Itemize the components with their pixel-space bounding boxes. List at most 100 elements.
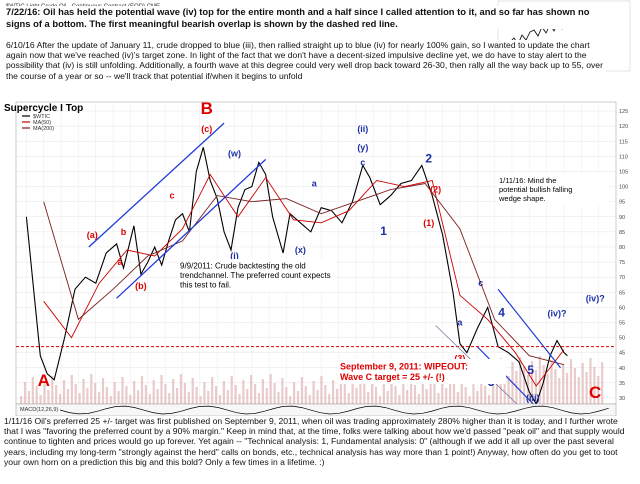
trendchannel-callout-line: trendchannel. The preferred count expect… [180,271,331,280]
volume-bar [390,377,393,404]
volume-bar [468,396,471,404]
volume-bar [242,380,245,404]
volume-bar [569,359,573,404]
wave-label: (iv)? [586,293,605,303]
volume-bar [176,388,179,404]
volume-bar [218,395,222,404]
volume-bar [601,362,604,404]
volume-bar [137,390,140,404]
volume-bar [546,374,549,404]
volume-bar [339,375,342,404]
volume-bar [464,387,467,404]
wave-label: c [360,157,365,167]
volume-bar [300,377,303,404]
volume-bar [394,386,397,404]
volume-bar [460,378,463,404]
volume-bar [23,382,27,404]
wave-label: 4 [498,305,505,319]
wave-label: (c) [201,124,212,134]
wave-label: a [118,257,124,267]
volume-bar [51,376,54,404]
y-tick-label: 100 [619,185,628,191]
volume-bar [289,396,292,404]
volume-bar [437,393,440,404]
volume-bar [70,375,73,404]
volume-bar [222,381,225,404]
volume-bar [39,395,42,404]
volume-bar [211,377,214,404]
macd-label: MACD(12,26,9) [20,407,58,413]
volume-bar [226,390,229,404]
volume-bar [117,391,120,404]
volume-bar [421,380,424,404]
volume-bar [597,376,600,404]
volume-bar [43,381,46,404]
volume-bar [367,392,370,404]
macd-lines: MACD(12,26,9) [20,405,609,415]
volume-bar [371,378,374,404]
volume-bar [183,383,186,404]
trendchannel-callout-bg [178,259,336,292]
volume-bar [20,396,23,404]
volume-bar [121,377,124,404]
volume-bar [452,383,456,404]
volume-bar [398,395,401,404]
volume-bar [312,381,315,404]
volume-bar [293,382,296,404]
wedge-lower [476,346,537,408]
volume-bar [530,361,534,404]
volume-bar [172,379,175,404]
wave-label: c [478,278,483,288]
volume-bar [417,394,420,404]
y-tick-label: 60 [619,305,625,311]
volume-bar [566,373,569,404]
volume-bar [254,384,257,404]
legend-label: MA(50) [33,120,51,126]
volume-bar [179,374,183,404]
wave-label: (i) [230,251,239,261]
volume-bar [386,391,389,404]
volume-bar [320,376,323,404]
y-tick-label: 55 [619,320,625,326]
volume-bar [351,379,354,404]
wave-label: (2) [430,185,441,195]
volume-bar [363,383,366,404]
y-tick-label: 75 [619,260,625,266]
volume-bar [113,382,116,404]
volume-bar [133,381,136,404]
series-line [25,147,568,404]
trendchannel-upper [88,122,225,248]
wave-label: (ii) [357,124,368,134]
volume-bar [148,394,151,404]
y-grid [16,110,616,399]
volume-bar [55,385,58,404]
volume-bar [355,388,358,404]
volume-bars [20,356,604,404]
volume-bar [589,358,592,404]
volume-bar [402,381,405,404]
volume-bar [66,389,69,404]
volume-bar [265,388,268,404]
volume-bar [261,379,264,404]
y-tick-label: 30 [619,396,625,402]
series-line [43,183,565,366]
volume-bar [343,384,346,404]
note-6-10-16: 6/10/16 After the update of January 11, … [6,40,606,81]
volume-bar [484,386,487,404]
volume-bar [195,387,198,404]
volume-bar [577,377,580,404]
volume-bar [62,380,66,404]
wedge-callout-line: wedge shape. [498,194,546,203]
macd-line [59,405,609,415]
wave-label: 2 [425,151,432,165]
volume-bar [86,388,89,404]
y-tick-label: 65 [619,290,625,296]
volume-bar [82,379,85,404]
volume-bar [109,396,112,404]
trendchannel-callout-line: this test to fail. [180,281,231,290]
volume-bar [207,391,210,404]
wave-overlays [16,122,616,417]
trendchannel-callout: 9/9/2011: Crude backtesting the oldtrend… [178,259,336,292]
volume-bar [523,366,526,404]
